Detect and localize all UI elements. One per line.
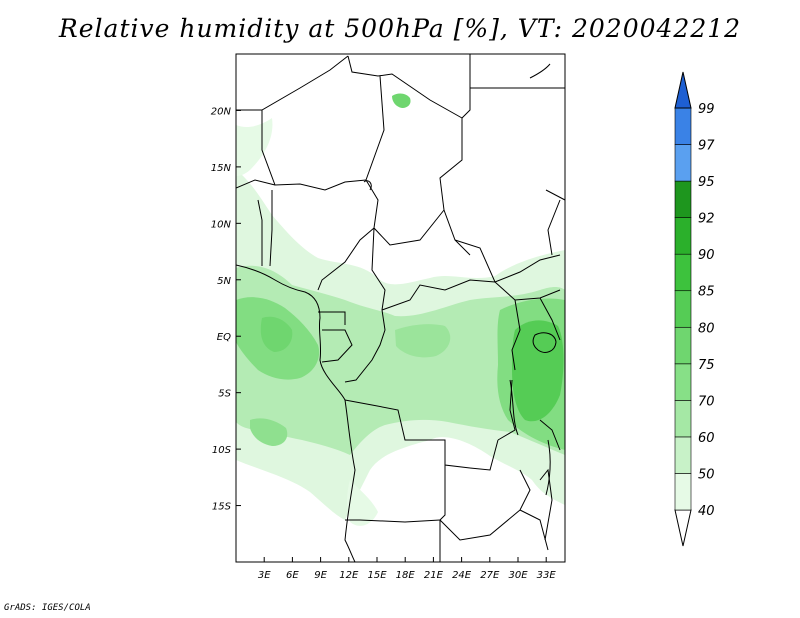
colorbar-label: 70 <box>698 394 715 409</box>
colorbar-segment <box>674 253 692 292</box>
border-burkina <box>236 179 276 189</box>
colorbar-segment <box>674 400 692 438</box>
lat-tick-label: 15N <box>211 163 232 174</box>
grads-credit: GrADS: IGES/COLA <box>4 603 91 613</box>
border-sudan-southsudan <box>454 239 561 283</box>
lake-tanganyika <box>509 379 519 436</box>
colorbar-label: 95 <box>698 175 715 190</box>
border-tanzania <box>539 419 561 451</box>
colorbar-segment <box>674 180 692 218</box>
latitude-axis: 20N 15N 10N 5N EQ 5S 10S 15S <box>211 106 241 513</box>
map-frame <box>235 53 566 563</box>
colorbar-label: 99 <box>698 102 715 117</box>
colorbar-label: 40 <box>698 504 715 519</box>
border-kenya <box>539 297 561 341</box>
lake-chad <box>363 180 372 191</box>
border-algeria-niger <box>236 55 349 111</box>
border-congo-drc <box>344 309 386 383</box>
colorbar-segment <box>674 217 692 255</box>
lon-tick-label: 6E <box>286 570 299 581</box>
colorbar-label: 75 <box>698 358 715 373</box>
colorbar-segment <box>674 144 692 182</box>
lon-tick-label: 30E <box>508 570 528 581</box>
lat-tick-label: EQ <box>217 332 231 343</box>
colorbar-label: 90 <box>698 248 715 263</box>
lat-tick-label: 5N <box>217 276 231 287</box>
colorbar-upper-triangle <box>674 71 692 109</box>
border-niger-libya <box>347 55 463 119</box>
rh-region-75-sw <box>250 418 288 446</box>
colorbar-segment <box>674 363 692 401</box>
lat-tick-label: 15S <box>212 502 232 513</box>
longitude-axis: 3E 6E 9E 12E 15E 18E 21E 24E 27E 30E 33E <box>258 557 557 581</box>
border-equatorial-guinea <box>318 311 346 325</box>
humidity-fields <box>236 93 565 526</box>
border-car-drc <box>381 279 496 311</box>
border-nigeria-cameroon <box>317 179 379 291</box>
lake-victoria <box>532 332 557 353</box>
border-angola-zambia <box>439 465 446 521</box>
border-benin-togo <box>257 199 263 266</box>
colorbar-lower-triangle <box>674 509 692 547</box>
lon-tick-label: 9E <box>314 570 327 581</box>
border-drc-tanzania <box>497 379 516 441</box>
colorbar: 40 50 60 70 75 80 85 90 92 95 97 99 <box>674 71 715 547</box>
border-drc-zambia <box>469 439 499 471</box>
rh-region-85 <box>512 320 564 422</box>
border-cameroon-car <box>371 227 386 311</box>
colorbar-segment <box>674 473 692 511</box>
rh-region-85-west <box>260 316 293 352</box>
lon-tick-label: 15E <box>367 570 387 581</box>
lat-tick-label: 5S <box>218 389 231 400</box>
rh-region-75-central <box>395 324 451 358</box>
colorbar-label: 97 <box>698 139 715 154</box>
border-niger-chad <box>365 75 385 181</box>
map-title: Relative humidity at 500hPa [%], VT: 202… <box>58 14 742 43</box>
lat-tick-label: 20N <box>211 106 232 117</box>
colorbar-segment <box>674 290 692 328</box>
border-zambia-malawi <box>519 469 531 511</box>
lon-tick-label: 3E <box>258 570 271 581</box>
nile-coast-red-sea <box>529 63 551 79</box>
border-eritrea <box>545 189 565 201</box>
colorbar-label: 80 <box>698 321 715 336</box>
border-benin-nigeria <box>269 190 273 267</box>
border-chad-sudan <box>439 118 471 256</box>
rh-region-60 <box>236 265 565 455</box>
border-libya-egypt <box>461 54 471 119</box>
border-mali-niger <box>261 110 367 191</box>
lat-tick-label: 10N <box>211 219 232 230</box>
colorbar-segment <box>674 107 692 145</box>
lon-tick-label: 24E <box>452 570 472 581</box>
colorbar-label: 85 <box>698 285 715 300</box>
border-ethiopia <box>547 199 561 256</box>
lake-malawi <box>545 439 551 496</box>
lon-tick-label: 18E <box>396 570 416 581</box>
lon-tick-label: 21E <box>424 570 444 581</box>
border-zambia-zimbabwe <box>439 509 521 541</box>
border-gabon <box>321 329 353 363</box>
coastline-west <box>236 264 356 562</box>
border-southsudan-uganda <box>494 281 561 301</box>
lon-tick-label: 12E <box>339 570 359 581</box>
rh-patch-sahara <box>392 93 411 108</box>
rh-region-40-south <box>347 480 378 526</box>
border-zimbabwe-mozambique <box>519 509 549 551</box>
colorbar-label: 92 <box>698 212 715 227</box>
colorbar-segment <box>674 326 692 365</box>
colorbar-segment <box>674 436 692 474</box>
lon-tick-label: 33E <box>537 570 557 581</box>
border-chad-car <box>373 209 445 246</box>
border-drc-uganda <box>511 299 521 371</box>
colorbar-label: 50 <box>698 467 715 482</box>
border-mozambique <box>539 468 553 541</box>
colorbar-label: 60 <box>698 431 715 446</box>
lon-tick-label: 27E <box>480 570 500 581</box>
rh-region-40-north <box>236 118 273 176</box>
country-borders <box>236 54 565 562</box>
lat-tick-label: 10S <box>212 445 232 456</box>
border-angola-namibia <box>345 519 441 523</box>
